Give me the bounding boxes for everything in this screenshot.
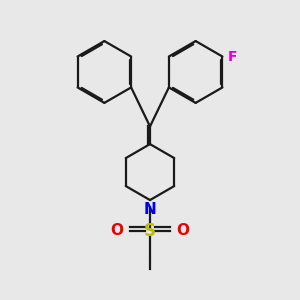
Text: N: N bbox=[144, 202, 156, 217]
Text: F: F bbox=[228, 50, 237, 64]
Text: S: S bbox=[144, 222, 156, 240]
Text: O: O bbox=[110, 224, 124, 238]
Text: O: O bbox=[176, 224, 190, 238]
